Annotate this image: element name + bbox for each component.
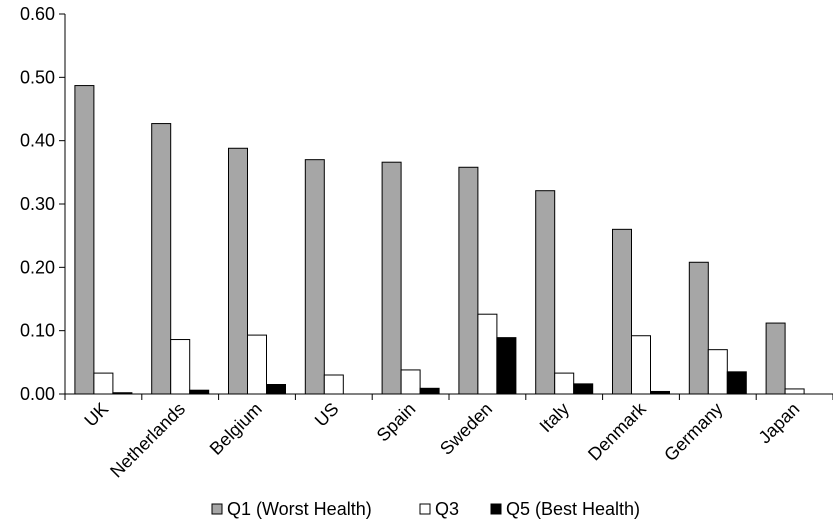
x-tick-label: Denmark — [584, 398, 650, 464]
bar-2-5 — [496, 337, 517, 395]
bar-0-0 — [74, 85, 95, 395]
bars — [74, 85, 805, 395]
x-tick-label: Sweden — [436, 399, 496, 459]
legend-label: Q5 (Best Health) — [506, 499, 640, 519]
y-tick-label: 0.40 — [20, 131, 55, 151]
legend-swatch — [211, 503, 223, 515]
x-tick-label: Spain — [373, 399, 420, 446]
bar-0-4 — [381, 161, 402, 395]
y-tick-label: 0.50 — [20, 67, 55, 87]
bar-1-8 — [707, 349, 728, 395]
x-tick-label: Japan — [755, 399, 804, 448]
bar-2-7 — [650, 390, 670, 395]
bar-1-3 — [323, 374, 344, 395]
y-tick-label: 0.20 — [20, 257, 55, 277]
y-tick-label: 0.30 — [20, 194, 55, 214]
bar-1-6 — [554, 372, 575, 395]
bar-1-0 — [93, 372, 114, 395]
x-tick-label: UK — [80, 399, 112, 431]
bar-2-8 — [726, 371, 747, 395]
bar-0-7 — [612, 228, 632, 395]
bar-2-4 — [419, 387, 440, 395]
bar-0-6 — [535, 190, 556, 395]
bar-0-1 — [151, 123, 172, 395]
x-tick-label: Germany — [660, 399, 726, 465]
y-axis: 0.00 0.10 0.20 0.30 0.40 0.50 0.60 — [20, 4, 66, 404]
y-tick-label: 0.00 — [20, 384, 55, 404]
bar-2-1 — [189, 389, 210, 395]
bar-1-5 — [477, 313, 498, 395]
bar-1-4 — [400, 369, 421, 395]
x-tick-label: US — [311, 399, 343, 431]
bar-0-9 — [765, 322, 786, 395]
legend-label: Q1 (Worst Health) — [227, 499, 372, 519]
bar-0-2 — [228, 147, 248, 395]
bar-2-6 — [573, 383, 594, 395]
legend-swatch — [419, 503, 431, 515]
x-tick-label: Italy — [536, 399, 573, 436]
legend-label: Q3 — [435, 499, 459, 519]
bar-1-1 — [170, 339, 191, 395]
legend-swatch — [490, 503, 502, 515]
bar-2-2 — [266, 384, 286, 395]
bar-0-3 — [304, 159, 325, 395]
bar-1-2 — [247, 334, 267, 395]
x-tick-label: Belgium — [206, 399, 266, 459]
bar-0-5 — [458, 166, 479, 395]
bar-1-7 — [631, 335, 651, 395]
bar-2-0 — [112, 392, 133, 395]
legend: Q1 (Worst Health) Q3 Q5 (Best Health) — [211, 499, 640, 519]
x-tick-label: Netherlands — [106, 399, 189, 482]
bar-1-9 — [784, 388, 805, 395]
y-tick-label: 0.10 — [20, 321, 55, 341]
bar-0-8 — [688, 261, 709, 395]
y-tick-label: 0.60 — [20, 4, 55, 24]
